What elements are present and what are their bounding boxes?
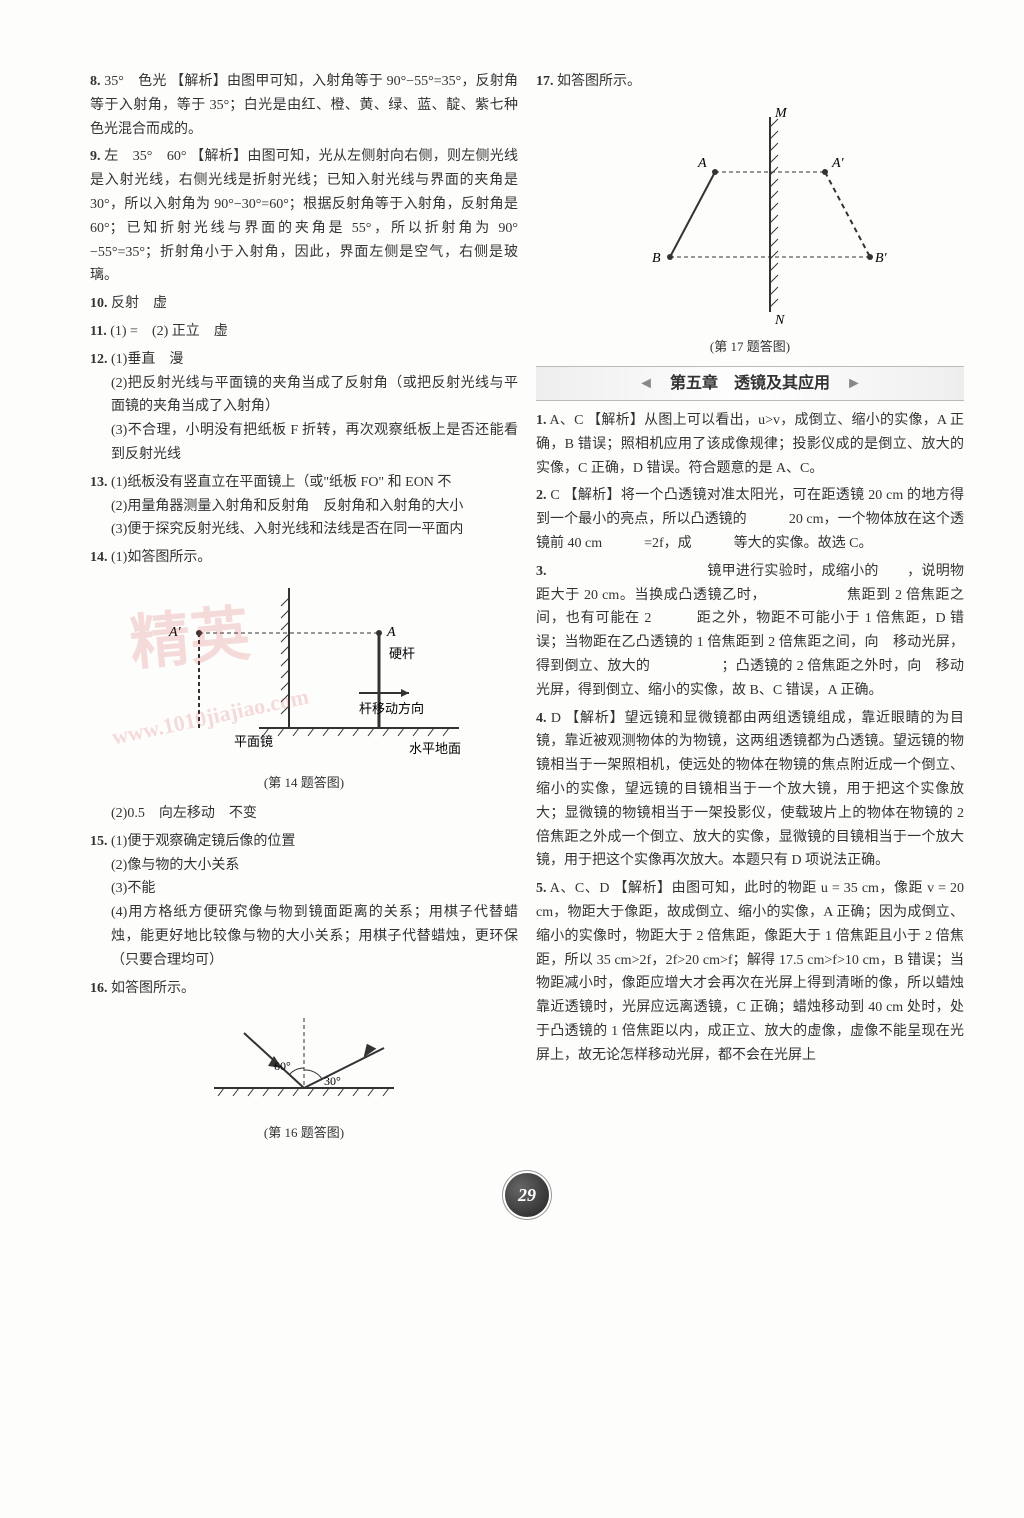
q16-text: 如答图所示。: [111, 981, 195, 996]
r-item-5: 5. A、C、D 【解析】由图可知，此时的物距 u = 35 cm，像距 v =…: [536, 877, 964, 1067]
r-item-1: 1. A、C 【解析】从图上可以看出，u>v，成倒立、缩小的实像，A 正确，B …: [536, 409, 964, 480]
rq5-num: 5.: [536, 881, 547, 896]
rq1-num: 1.: [536, 413, 547, 428]
q13-p1: (1)纸板没有竖直立在平面镜上（或"纸板 FO" 和 EON 不: [111, 475, 451, 490]
q15-p2: (2)像与物的大小关系: [90, 854, 518, 878]
item-14: 14. (1)如答图所示。: [90, 546, 518, 570]
q14-num: 14.: [90, 550, 108, 565]
q9-label: 【解析】: [190, 149, 247, 164]
fig17-caption: (第 17 题答图): [536, 336, 964, 358]
q15-p4: (4)用方格纸方便研究像与物到镜面距离的关系；用棋子代替蜡烛，能更好地比较像与物…: [90, 901, 518, 972]
rq4-text: 望远镜和显微镜都由两组透镜组成，靠近眼睛的为目镜，靠近被观测物体的为物镜，这两组…: [536, 711, 964, 869]
q9-num: 9.: [90, 149, 101, 164]
rq4-label: 【解析】: [565, 711, 624, 726]
q13-p3: (3)便于探究反射光线、入射光线和法线是否在同一平面内: [90, 518, 518, 542]
q8-num: 8.: [90, 74, 101, 89]
figure-16: 60° 30° (第 16 题答图): [90, 1008, 518, 1144]
rq4-num: 4.: [536, 711, 547, 726]
figure-14: 精英: [90, 578, 518, 794]
q10-text: 反射 虚: [111, 296, 167, 311]
q8-ans: 35° 色光: [104, 74, 166, 89]
q14-p2: (2)0.5 向左移动 不变: [90, 802, 518, 826]
svg-text:N: N: [774, 313, 785, 328]
q15-p1: (1)便于观察确定镜后像的位置: [111, 834, 295, 849]
svg-text:A: A: [697, 156, 707, 171]
svg-text:B: B: [652, 251, 661, 266]
item-15: 15. (1)便于观察确定镜后像的位置 (2)像与物的大小关系 (3)不能 (4…: [90, 830, 518, 973]
item-10: 10. 反射 虚: [90, 292, 518, 316]
fig16-caption: (第 16 题答图): [90, 1122, 518, 1144]
q11-num: 11.: [90, 324, 107, 339]
svg-text:60°: 60°: [274, 1059, 291, 1073]
q9-text: 由图可知，光从左侧射向右侧，则左侧光线是入射光线，右侧光线是折射光线；已知入射光…: [90, 149, 518, 283]
q10-num: 10.: [90, 296, 108, 311]
section-header: 第五章 透镜及其应用: [536, 366, 964, 401]
figure-16-svg: 60° 30°: [194, 1008, 414, 1118]
left-column: 8. 35° 色光 【解析】由图甲可知，入射角等于 90°−55°=35°，反射…: [90, 70, 518, 1153]
page-number-container: 29: [90, 1173, 964, 1217]
q12-p1: (1)垂直 漫: [111, 352, 183, 367]
figure-17: M N A B A' B' (第 17 题答图): [536, 102, 964, 358]
rq2-num: 2.: [536, 488, 547, 503]
rq5-text: 由图可知，此时的物距 u = 35 cm，像距 v = 20 cm，物距大于像距…: [536, 881, 964, 1063]
item-11: 11. (1) = (2) 正立 虚: [90, 320, 518, 344]
svg-text:A': A': [168, 625, 182, 640]
item-13: 13. (1)纸板没有竖直立在平面镜上（或"纸板 FO" 和 EON 不 (2)…: [90, 471, 518, 542]
svg-text:M: M: [774, 106, 788, 121]
r-item-4: 4. D 【解析】望远镜和显微镜都由两组透镜组成，靠近眼睛的为目镜，靠近被观测物…: [536, 707, 964, 874]
item-8: 8. 35° 色光 【解析】由图甲可知，入射角等于 90°−55°=35°，反射…: [90, 70, 518, 141]
svg-text:平面镜: 平面镜: [234, 734, 273, 749]
rq1-label: 【解析】: [587, 413, 644, 428]
q17-text: 如答图所示。: [557, 74, 641, 89]
rq2-ans: C: [550, 488, 559, 503]
q13-num: 13.: [90, 475, 108, 490]
svg-text:B': B': [875, 251, 888, 266]
right-column: 17. 如答图所示。 M N: [536, 70, 964, 1153]
q15-num: 15.: [90, 834, 108, 849]
q14-p1: (1)如答图所示。: [111, 550, 211, 565]
svg-text:杆移动方向: 杆移动方向: [359, 701, 424, 716]
svg-text:水平地面: 水平地面: [409, 741, 461, 756]
item-16: 16. 如答图所示。: [90, 977, 518, 1001]
q12-p3: (3)不合理，小明没有把纸板 F 折转，再次观察纸板上是否还能看到反射光线: [90, 419, 518, 467]
r-item-2: 2. C 【解析】将一个凸透镜对准太阳光，可在距透镜 20 cm 的地方得到一个…: [536, 484, 964, 555]
q13-p2: (2)用量角器测量入射角和反射角 反射角和入射角的大小: [90, 495, 518, 519]
figure-17-svg: M N A B A' B': [600, 102, 900, 332]
r-item-3: 3. 镜甲进行实验时，成缩小的 ，说明物距大于 20 cm。当换成凸透镜乙时， …: [536, 560, 964, 703]
q9-ans: 左 35° 60°: [104, 149, 186, 164]
q17-num: 17.: [536, 74, 554, 89]
q12-num: 12.: [90, 352, 108, 367]
item-17: 17. 如答图所示。: [536, 70, 964, 94]
item-9: 9. 左 35° 60° 【解析】由图可知，光从左侧射向右侧，则左侧光线是入射光…: [90, 145, 518, 288]
rq5-label: 【解析】: [613, 881, 671, 896]
q11-text: (1) = (2) 正立 虚: [110, 324, 228, 339]
rq1-ans: A、C: [549, 413, 583, 428]
rq3-text: 镜甲进行实验时，成缩小的 ，说明物距大于 20 cm。当换成凸透镜乙时， 焦距到…: [536, 564, 964, 698]
page-number: 29: [505, 1173, 549, 1217]
svg-text:30°: 30°: [324, 1074, 341, 1088]
svg-text:A: A: [386, 625, 396, 640]
q8-label: 【解析】: [170, 74, 227, 89]
q16-num: 16.: [90, 981, 108, 996]
svg-text:硬杆: 硬杆: [389, 646, 415, 661]
figure-14-svg: A' A 硬杆 杆移动方向 平面镜 水平地面: [139, 578, 469, 768]
svg-text:A': A': [831, 156, 845, 171]
rq4-ans: D: [551, 711, 561, 726]
item-12: 12. (1)垂直 漫 (2)把反射光线与平面镜的夹角当成了反射角（或把反射光线…: [90, 348, 518, 467]
rq5-ans: A、C、D: [550, 881, 610, 896]
rq3-num: 3.: [536, 564, 547, 579]
rq2-label: 【解析】: [564, 488, 621, 503]
q15-p3: (3)不能: [90, 877, 518, 901]
fig14-caption: (第 14 题答图): [90, 772, 518, 794]
q12-p2: (2)把反射光线与平面镜的夹角当成了反射角（或把反射光线与平面镜的夹角当成了入射…: [90, 372, 518, 420]
